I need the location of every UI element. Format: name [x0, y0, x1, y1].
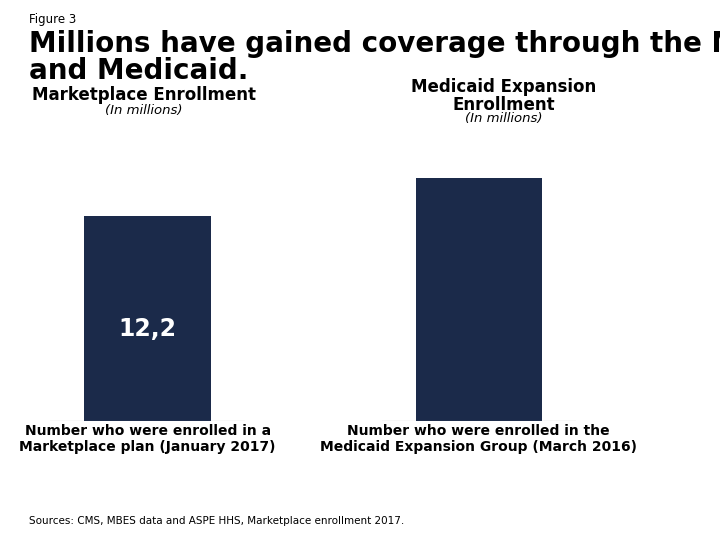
Bar	[415, 178, 542, 421]
Bar	[84, 216, 211, 421]
Text: 12,2: 12,2	[119, 317, 176, 341]
Text: Medicaid Expansion: Medicaid Expansion	[411, 78, 597, 96]
Text: KAISER: KAISER	[621, 483, 653, 492]
Text: Number who were enrolled in a: Number who were enrolled in a	[24, 424, 271, 438]
Text: and Medicaid.: and Medicaid.	[29, 57, 248, 85]
Text: Medicaid Expansion Group (March 2016): Medicaid Expansion Group (March 2016)	[320, 440, 637, 454]
Text: FAMILY: FAMILY	[622, 495, 652, 504]
Text: Enrollment: Enrollment	[453, 96, 555, 113]
Text: (In millions): (In millions)	[105, 104, 183, 117]
Text: Number who were enrolled in the: Number who were enrolled in the	[348, 424, 610, 438]
Text: Marketplace Enrollment: Marketplace Enrollment	[32, 86, 256, 104]
Text: Millions have gained coverage through the Marketplaces: Millions have gained coverage through th…	[29, 30, 720, 58]
Text: (In millions): (In millions)	[465, 112, 543, 125]
Text: FOUNDATION: FOUNDATION	[617, 509, 657, 514]
Text: Marketplace plan (January 2017): Marketplace plan (January 2017)	[19, 440, 276, 454]
Text: Sources: CMS, MBES data and ASPE HHS, Marketplace enrollment 2017.: Sources: CMS, MBES data and ASPE HHS, Ma…	[29, 516, 404, 526]
Text: Figure 3: Figure 3	[29, 14, 76, 26]
